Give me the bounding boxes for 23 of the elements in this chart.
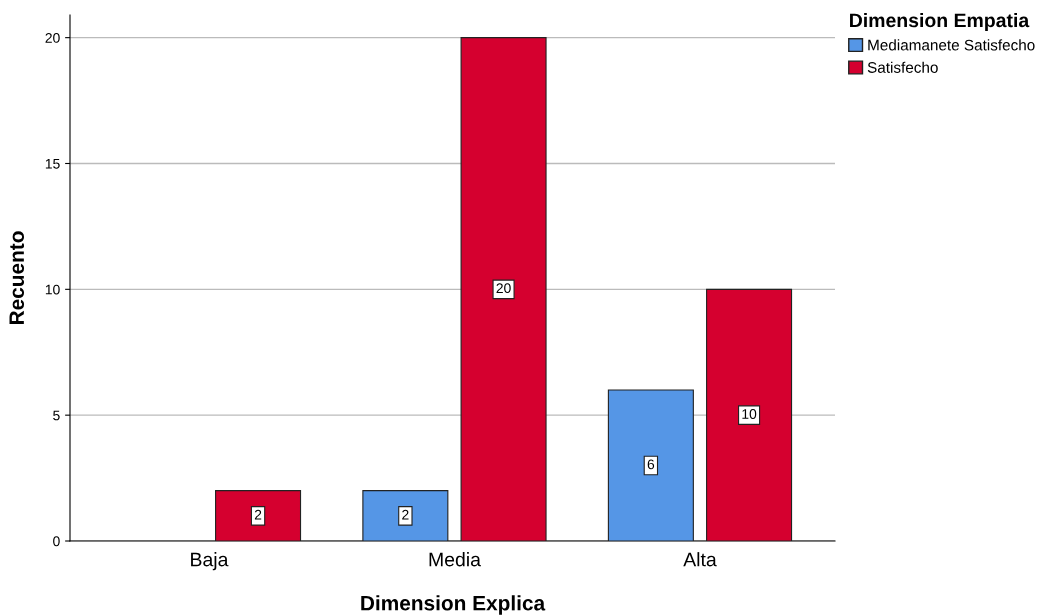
data-label: 2 <box>254 509 262 520</box>
data-label: 20 <box>496 283 511 294</box>
y-tick-label: 20 <box>45 32 60 43</box>
data-label: 10 <box>742 409 757 419</box>
y-tick-label: 15 <box>45 158 60 169</box>
y-tick-label: 0 <box>53 536 60 547</box>
y-axis-title: Recuento <box>9 231 25 325</box>
x-tick-label: Alta <box>683 552 717 567</box>
x-tick-label: Media <box>429 552 481 567</box>
bar <box>460 37 547 541</box>
x-axis-title: Dimension Explica <box>361 595 546 615</box>
y-tick-label: 10 <box>45 284 60 295</box>
bar <box>706 288 793 541</box>
y-tick-label: 5 <box>53 410 60 421</box>
legend-label: Mediamanete Satisfecho <box>868 39 1035 51</box>
legend-label: Satisfecho <box>867 61 938 73</box>
bar <box>215 490 302 541</box>
data-label: 6 <box>647 459 655 470</box>
bar <box>362 490 449 541</box>
x-tick-label: Baja <box>191 552 229 571</box>
data-label: 2 <box>402 509 409 520</box>
bar <box>607 389 694 541</box>
legend-title: Dimension Empatia <box>850 12 1030 32</box>
